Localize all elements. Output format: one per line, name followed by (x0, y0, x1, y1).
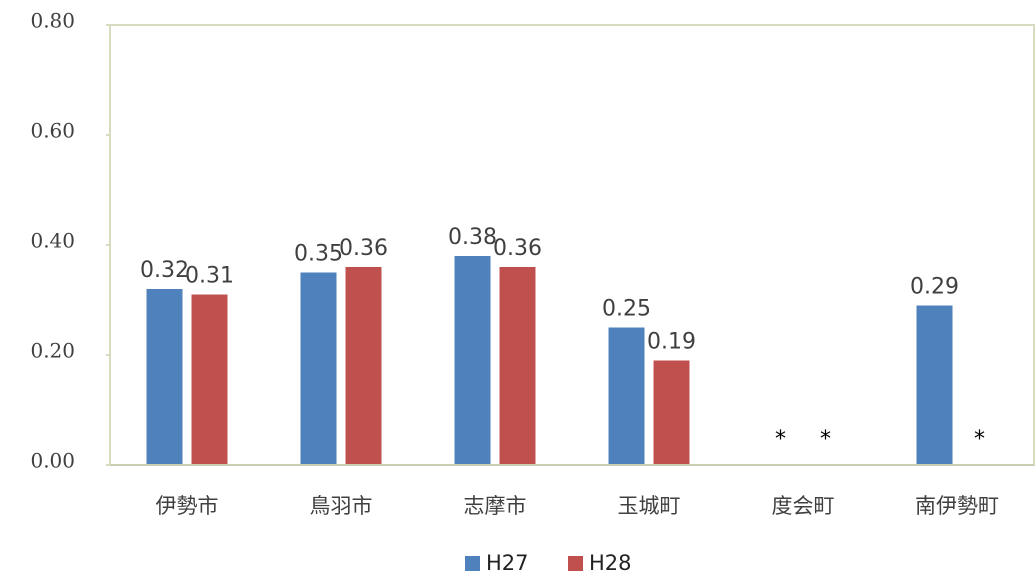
legend-label: H28 (589, 551, 632, 575)
x-tick-label: 度会町 (772, 494, 835, 518)
bar (608, 327, 645, 465)
data-label: 0.29 (910, 275, 959, 300)
y-tick-label: 0.60 (30, 119, 75, 143)
x-tick-label: 伊勢市 (156, 494, 219, 518)
bar (146, 289, 183, 465)
missing-label: * (820, 427, 831, 452)
y-tick-label: 0.40 (30, 229, 75, 253)
data-label: 0.31 (185, 264, 234, 289)
y-tick-label: 0.80 (30, 9, 75, 33)
y-tick-label: 0.00 (30, 449, 75, 473)
legend-swatch (465, 556, 480, 571)
x-tick-label: 南伊勢町 (915, 494, 999, 518)
data-label: 0.36 (339, 236, 388, 261)
data-label: 0.35 (294, 242, 343, 267)
legend-swatch (568, 556, 583, 571)
x-tick-label: 玉城町 (618, 494, 681, 518)
data-label: 0.32 (140, 258, 189, 283)
data-label: 0.38 (448, 225, 497, 250)
bar (653, 360, 690, 465)
x-tick-label: 志摩市 (464, 494, 527, 518)
data-label: 0.36 (493, 236, 542, 261)
bar (916, 305, 953, 465)
bar (300, 272, 337, 465)
bar (499, 267, 536, 465)
missing-label: * (974, 427, 985, 452)
missing-label: * (775, 427, 786, 452)
plot-frame (109, 24, 1035, 466)
bar (191, 294, 228, 465)
legend-label: H27 (486, 551, 529, 575)
data-label: 0.25 (602, 297, 651, 322)
bar (345, 267, 382, 465)
y-tick-label: 0.20 (30, 339, 75, 363)
x-tick-label: 鳥羽市 (310, 494, 373, 518)
data-label: 0.19 (647, 330, 696, 355)
bar (454, 256, 491, 465)
